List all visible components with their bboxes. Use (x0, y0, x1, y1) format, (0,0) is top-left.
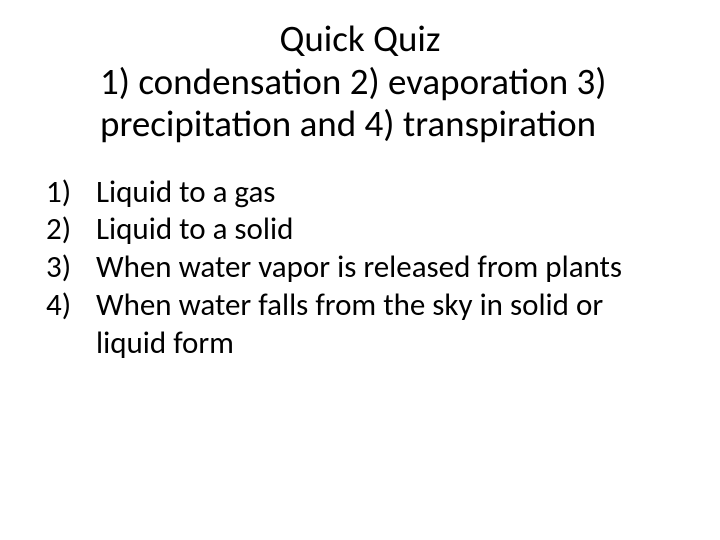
title-line-2: 1) condensation 2) evaporation 3) (100, 61, 640, 104)
list-item-text: Liquid to a solid (96, 211, 680, 249)
list-item: 2) Liquid to a solid (40, 211, 680, 249)
title-block: Quick Quiz 1) condensation 2) evaporatio… (80, 18, 640, 146)
list-item-number: 2) (40, 211, 96, 249)
list-item-number: 1) (40, 174, 96, 212)
list-item-number: 3) (40, 249, 96, 287)
list-item: 4) When water falls from the sky in soli… (40, 287, 680, 363)
list-item-text: Liquid to a gas (96, 174, 680, 212)
list-item: 1) Liquid to a gas (40, 174, 680, 212)
title-line-3: precipitation and 4) transpiration (100, 103, 640, 146)
list-item-text: When water falls from the sky in solid o… (96, 287, 680, 363)
slide: Quick Quiz 1) condensation 2) evaporatio… (0, 0, 720, 540)
list-item: 3) When water vapor is released from pla… (40, 249, 680, 287)
question-list: 1) Liquid to a gas 2) Liquid to a solid … (40, 174, 680, 363)
list-item-text: When water vapor is released from plants (96, 249, 680, 287)
title-line-1: Quick Quiz (80, 18, 640, 61)
list-item-number: 4) (40, 287, 96, 325)
